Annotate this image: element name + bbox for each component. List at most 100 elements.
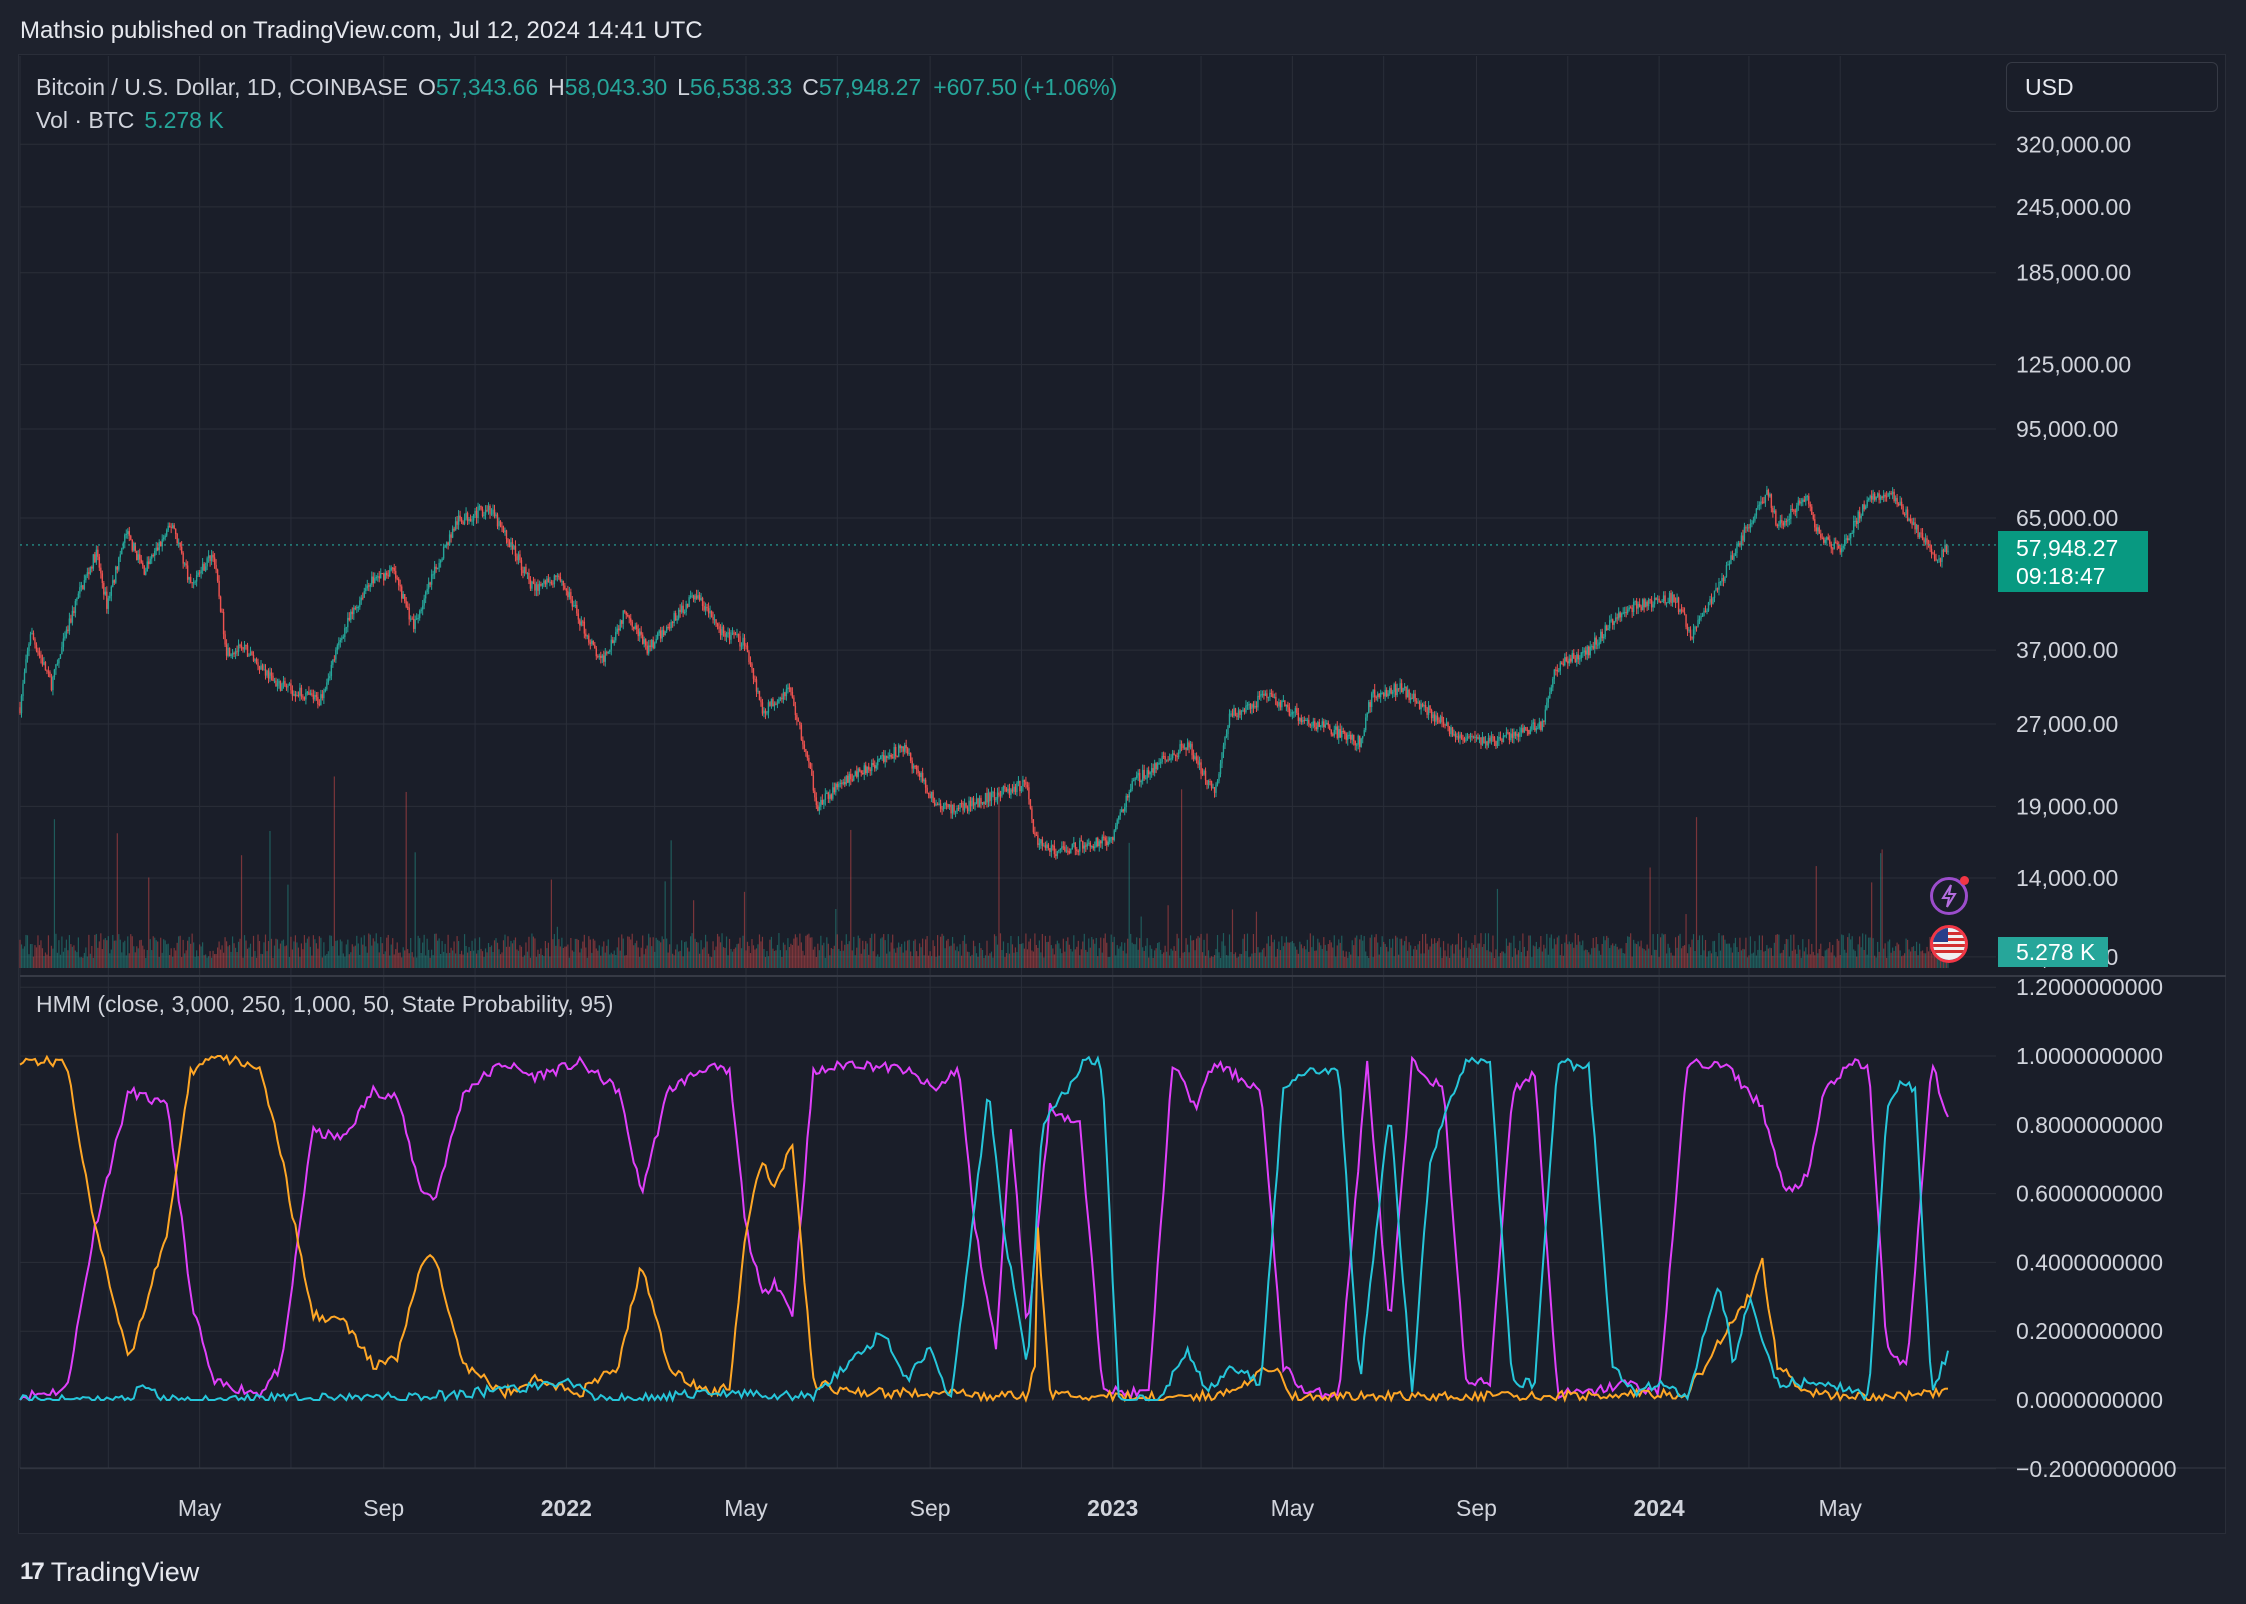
- volume-bar: [832, 948, 834, 968]
- volume-bar: [233, 943, 235, 968]
- candle-body: [402, 593, 404, 599]
- chart-frame[interactable]: [18, 54, 2226, 1534]
- volume-bar: [1161, 954, 1163, 968]
- volume-bar: [628, 936, 630, 968]
- volume-bar: [844, 944, 846, 968]
- volume-bar: [1004, 957, 1006, 968]
- candle-body: [1186, 742, 1189, 751]
- candle-body: [520, 560, 523, 571]
- volume-bar: [1224, 945, 1226, 968]
- candle-body: [408, 607, 410, 620]
- lightning-icon[interactable]: [1930, 876, 1969, 915]
- candle-body: [639, 631, 641, 637]
- candle-body: [1719, 581, 1722, 583]
- volume-bar: [1474, 935, 1476, 968]
- hmm-legend[interactable]: HMM (close, 3,000, 250, 1,000, 50, State…: [36, 991, 614, 1017]
- candle-body: [1363, 730, 1365, 737]
- volume-bar: [800, 942, 802, 968]
- volume-bar: [203, 955, 205, 968]
- volume-bar: [1427, 949, 1430, 968]
- candle-body: [291, 690, 294, 696]
- volume-bar: [64, 947, 66, 968]
- candle-body: [1567, 661, 1569, 664]
- candle-body: [1595, 637, 1597, 645]
- candle-body: [372, 576, 374, 584]
- volume-bar: [205, 954, 207, 968]
- volume-bar: [453, 941, 455, 968]
- volume-bar: [657, 939, 659, 968]
- candle-body: [543, 580, 545, 584]
- tradingview-brand[interactable]: 17 TradingView: [20, 1552, 199, 1592]
- time-axis-tick: 2022: [541, 1495, 592, 1521]
- volume-bar: [1728, 943, 1731, 968]
- candle-body: [35, 644, 38, 651]
- candle-body: [1288, 707, 1291, 716]
- candle-body: [62, 638, 65, 647]
- candle-body: [336, 645, 339, 651]
- volume-bar: [1523, 946, 1525, 968]
- candle-body: [233, 653, 235, 655]
- volume-bar: [760, 941, 762, 968]
- volume-bar: [1884, 943, 1886, 968]
- volume-bar: [1929, 936, 1931, 968]
- volume-bar: [1172, 950, 1174, 968]
- volume-bar: [1868, 937, 1870, 968]
- volume-bar: [299, 956, 301, 968]
- candle-body: [1611, 619, 1614, 625]
- volume-bar: [600, 955, 602, 968]
- candle-body: [1480, 737, 1482, 745]
- currency-selector[interactable]: USD: [2006, 62, 2218, 112]
- candle-body: [549, 581, 551, 583]
- volume-bar: [823, 942, 825, 968]
- volume-bar: [1715, 951, 1717, 968]
- candle-body: [785, 689, 788, 697]
- volume-bar: [694, 938, 696, 968]
- candle-body: [1195, 756, 1198, 761]
- volume-bar: [1074, 949, 1076, 968]
- candle-body: [1393, 684, 1395, 692]
- volume-bar: [112, 934, 114, 968]
- candle-body: [505, 530, 508, 539]
- candle-body: [598, 655, 600, 657]
- candle-body: [761, 702, 764, 714]
- candle-body: [986, 793, 988, 803]
- candle-body: [984, 793, 987, 805]
- symbol-legend[interactable]: Bitcoin / U.S. Dollar, 1D, COINBASE O57,3…: [36, 70, 1117, 104]
- volume-bar: [1251, 953, 1253, 968]
- candle-body: [915, 765, 918, 770]
- volume-bar: [1664, 934, 1666, 968]
- candle-body: [1796, 505, 1798, 513]
- us-flag-icon[interactable]: [1930, 925, 1968, 963]
- volume-bar: [1930, 953, 1933, 968]
- volume-bar: [951, 936, 954, 968]
- candle-body: [1725, 565, 1728, 577]
- candle-body: [1143, 769, 1145, 779]
- volume-bar: [999, 933, 1002, 968]
- volume-bar: [475, 953, 478, 968]
- volume-bar: [1571, 942, 1573, 968]
- volume-legend[interactable]: Vol · BTC 5.278 K: [36, 103, 224, 137]
- volume-bar: [291, 949, 294, 968]
- volume-bar: [360, 937, 362, 968]
- volume-bar: [1778, 934, 1780, 968]
- volume-bar: [661, 936, 663, 968]
- candle-body: [944, 803, 946, 806]
- candle-body: [477, 506, 479, 519]
- candle-body: [278, 680, 280, 684]
- candle-body: [1770, 494, 1773, 508]
- candle-body: [489, 505, 491, 514]
- candle-body: [1761, 501, 1764, 503]
- volume-bar: [763, 949, 765, 968]
- candle-body: [1300, 718, 1303, 722]
- candle-body: [659, 630, 662, 639]
- candle-body: [411, 618, 413, 620]
- candle-body: [1664, 595, 1666, 604]
- candle-body: [354, 607, 357, 609]
- candle-body: [180, 546, 183, 553]
- candle-body: [556, 575, 559, 577]
- volume-bar: [428, 949, 430, 968]
- candle-body: [531, 581, 533, 589]
- candle-body: [656, 633, 659, 639]
- candle-body: [1058, 849, 1060, 852]
